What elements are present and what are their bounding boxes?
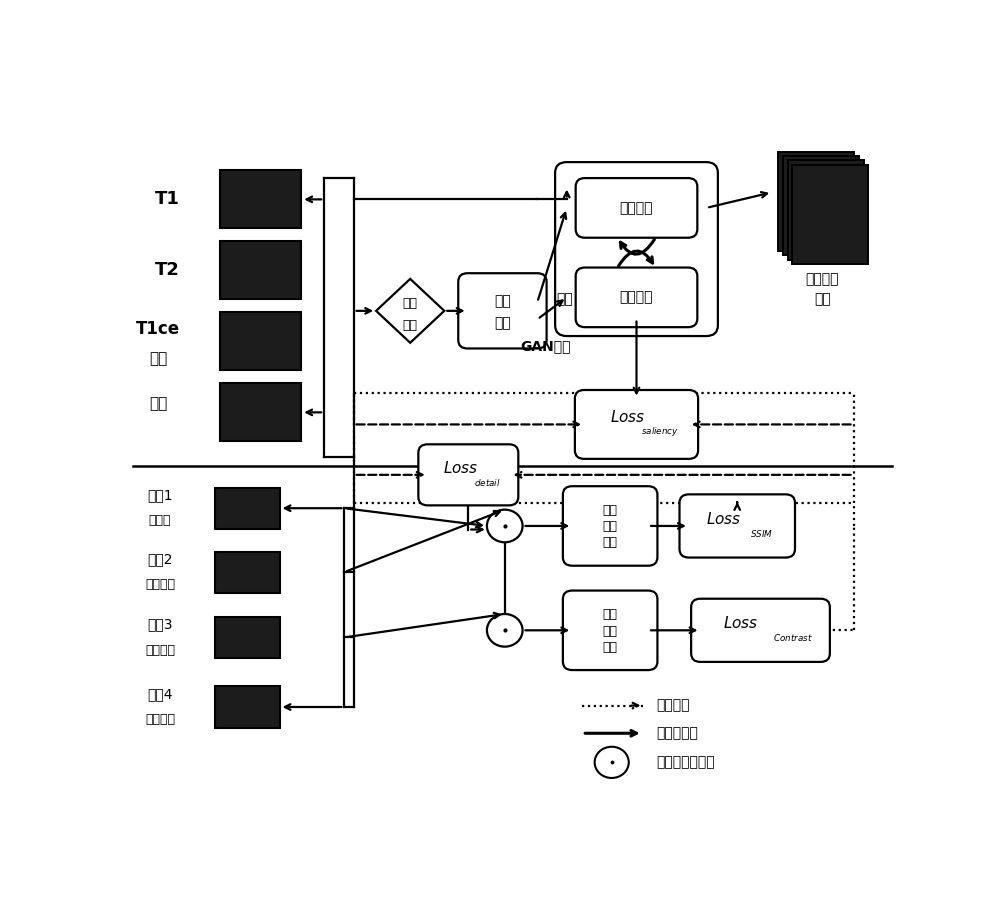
FancyBboxPatch shape	[220, 313, 301, 371]
Text: 模板: 模板	[603, 609, 618, 621]
FancyBboxPatch shape	[788, 160, 864, 260]
Text: 模板3: 模板3	[147, 618, 173, 632]
FancyBboxPatch shape	[691, 598, 830, 662]
Text: 真实: 真实	[494, 294, 511, 308]
FancyBboxPatch shape	[563, 486, 657, 566]
Text: （核）: （核）	[149, 514, 171, 527]
Text: GAN融合: GAN融合	[520, 339, 571, 353]
FancyBboxPatch shape	[575, 390, 698, 459]
Text: $\mathit{_{detail}}$: $\mathit{_{detail}}$	[474, 476, 501, 489]
FancyBboxPatch shape	[220, 242, 301, 300]
FancyBboxPatch shape	[220, 171, 301, 229]
FancyBboxPatch shape	[418, 444, 518, 505]
Text: T1: T1	[155, 190, 180, 208]
Text: 生成模型: 生成模型	[620, 290, 653, 304]
FancyBboxPatch shape	[778, 152, 854, 251]
Text: 原始: 原始	[149, 351, 167, 367]
Text: 模板4: 模板4	[147, 687, 173, 702]
Text: 显著性机制: 显著性机制	[656, 727, 698, 740]
Text: 机制: 机制	[603, 537, 618, 550]
FancyBboxPatch shape	[792, 165, 868, 264]
FancyBboxPatch shape	[576, 267, 697, 327]
Text: $\mathit{Loss}$: $\mathit{Loss}$	[723, 615, 759, 632]
FancyBboxPatch shape	[458, 273, 547, 349]
FancyBboxPatch shape	[215, 617, 280, 658]
FancyBboxPatch shape	[215, 686, 280, 727]
Text: $\mathit{Loss}$: $\mathit{Loss}$	[706, 511, 741, 526]
Text: 模板1: 模板1	[147, 489, 173, 502]
Polygon shape	[376, 278, 444, 343]
Circle shape	[487, 614, 523, 646]
Circle shape	[595, 747, 629, 778]
Text: 机制: 机制	[603, 641, 618, 654]
FancyBboxPatch shape	[220, 384, 301, 442]
Text: 知识: 知识	[403, 318, 418, 332]
FancyBboxPatch shape	[576, 178, 697, 238]
Text: $\mathit{Loss}$: $\mathit{Loss}$	[443, 460, 478, 476]
Text: 先验: 先验	[403, 297, 418, 310]
Text: $\mathit{_{saliency}}$: $\mathit{_{saliency}}$	[641, 425, 679, 438]
Text: 融合加强: 融合加强	[806, 272, 839, 286]
Text: （增加）: （增加）	[145, 578, 175, 591]
FancyBboxPatch shape	[215, 551, 280, 593]
FancyBboxPatch shape	[215, 488, 280, 529]
Text: 注意: 注意	[603, 624, 618, 637]
Text: $\mathit{_{SSIM}}$: $\mathit{_{SSIM}}$	[750, 526, 774, 539]
Text: 结果: 结果	[494, 316, 511, 331]
Text: 图像: 图像	[149, 396, 167, 411]
Text: 融合生成: 融合生成	[656, 699, 689, 713]
FancyBboxPatch shape	[783, 156, 859, 255]
FancyBboxPatch shape	[563, 591, 657, 670]
FancyBboxPatch shape	[680, 494, 795, 558]
Text: 模板2: 模板2	[147, 552, 173, 566]
Text: $\mathit{Loss}$: $\mathit{Loss}$	[610, 409, 645, 425]
Text: T2: T2	[155, 261, 180, 279]
Text: （水肿）: （水肿）	[145, 644, 175, 656]
Text: $\mathit{_{Contrast}}$: $\mathit{_{Contrast}}$	[773, 631, 813, 644]
Text: T1ce: T1ce	[136, 320, 180, 338]
Text: 注意: 注意	[603, 520, 618, 533]
Text: 进入: 进入	[557, 292, 573, 306]
FancyBboxPatch shape	[555, 162, 718, 336]
Text: 模板: 模板	[603, 503, 618, 517]
Text: 图像: 图像	[814, 291, 831, 306]
Circle shape	[487, 510, 523, 542]
Text: 对应像素点卷积: 对应像素点卷积	[656, 755, 714, 769]
Text: 鉴别模型: 鉴别模型	[620, 201, 653, 215]
Text: （背景）: （背景）	[145, 714, 175, 727]
